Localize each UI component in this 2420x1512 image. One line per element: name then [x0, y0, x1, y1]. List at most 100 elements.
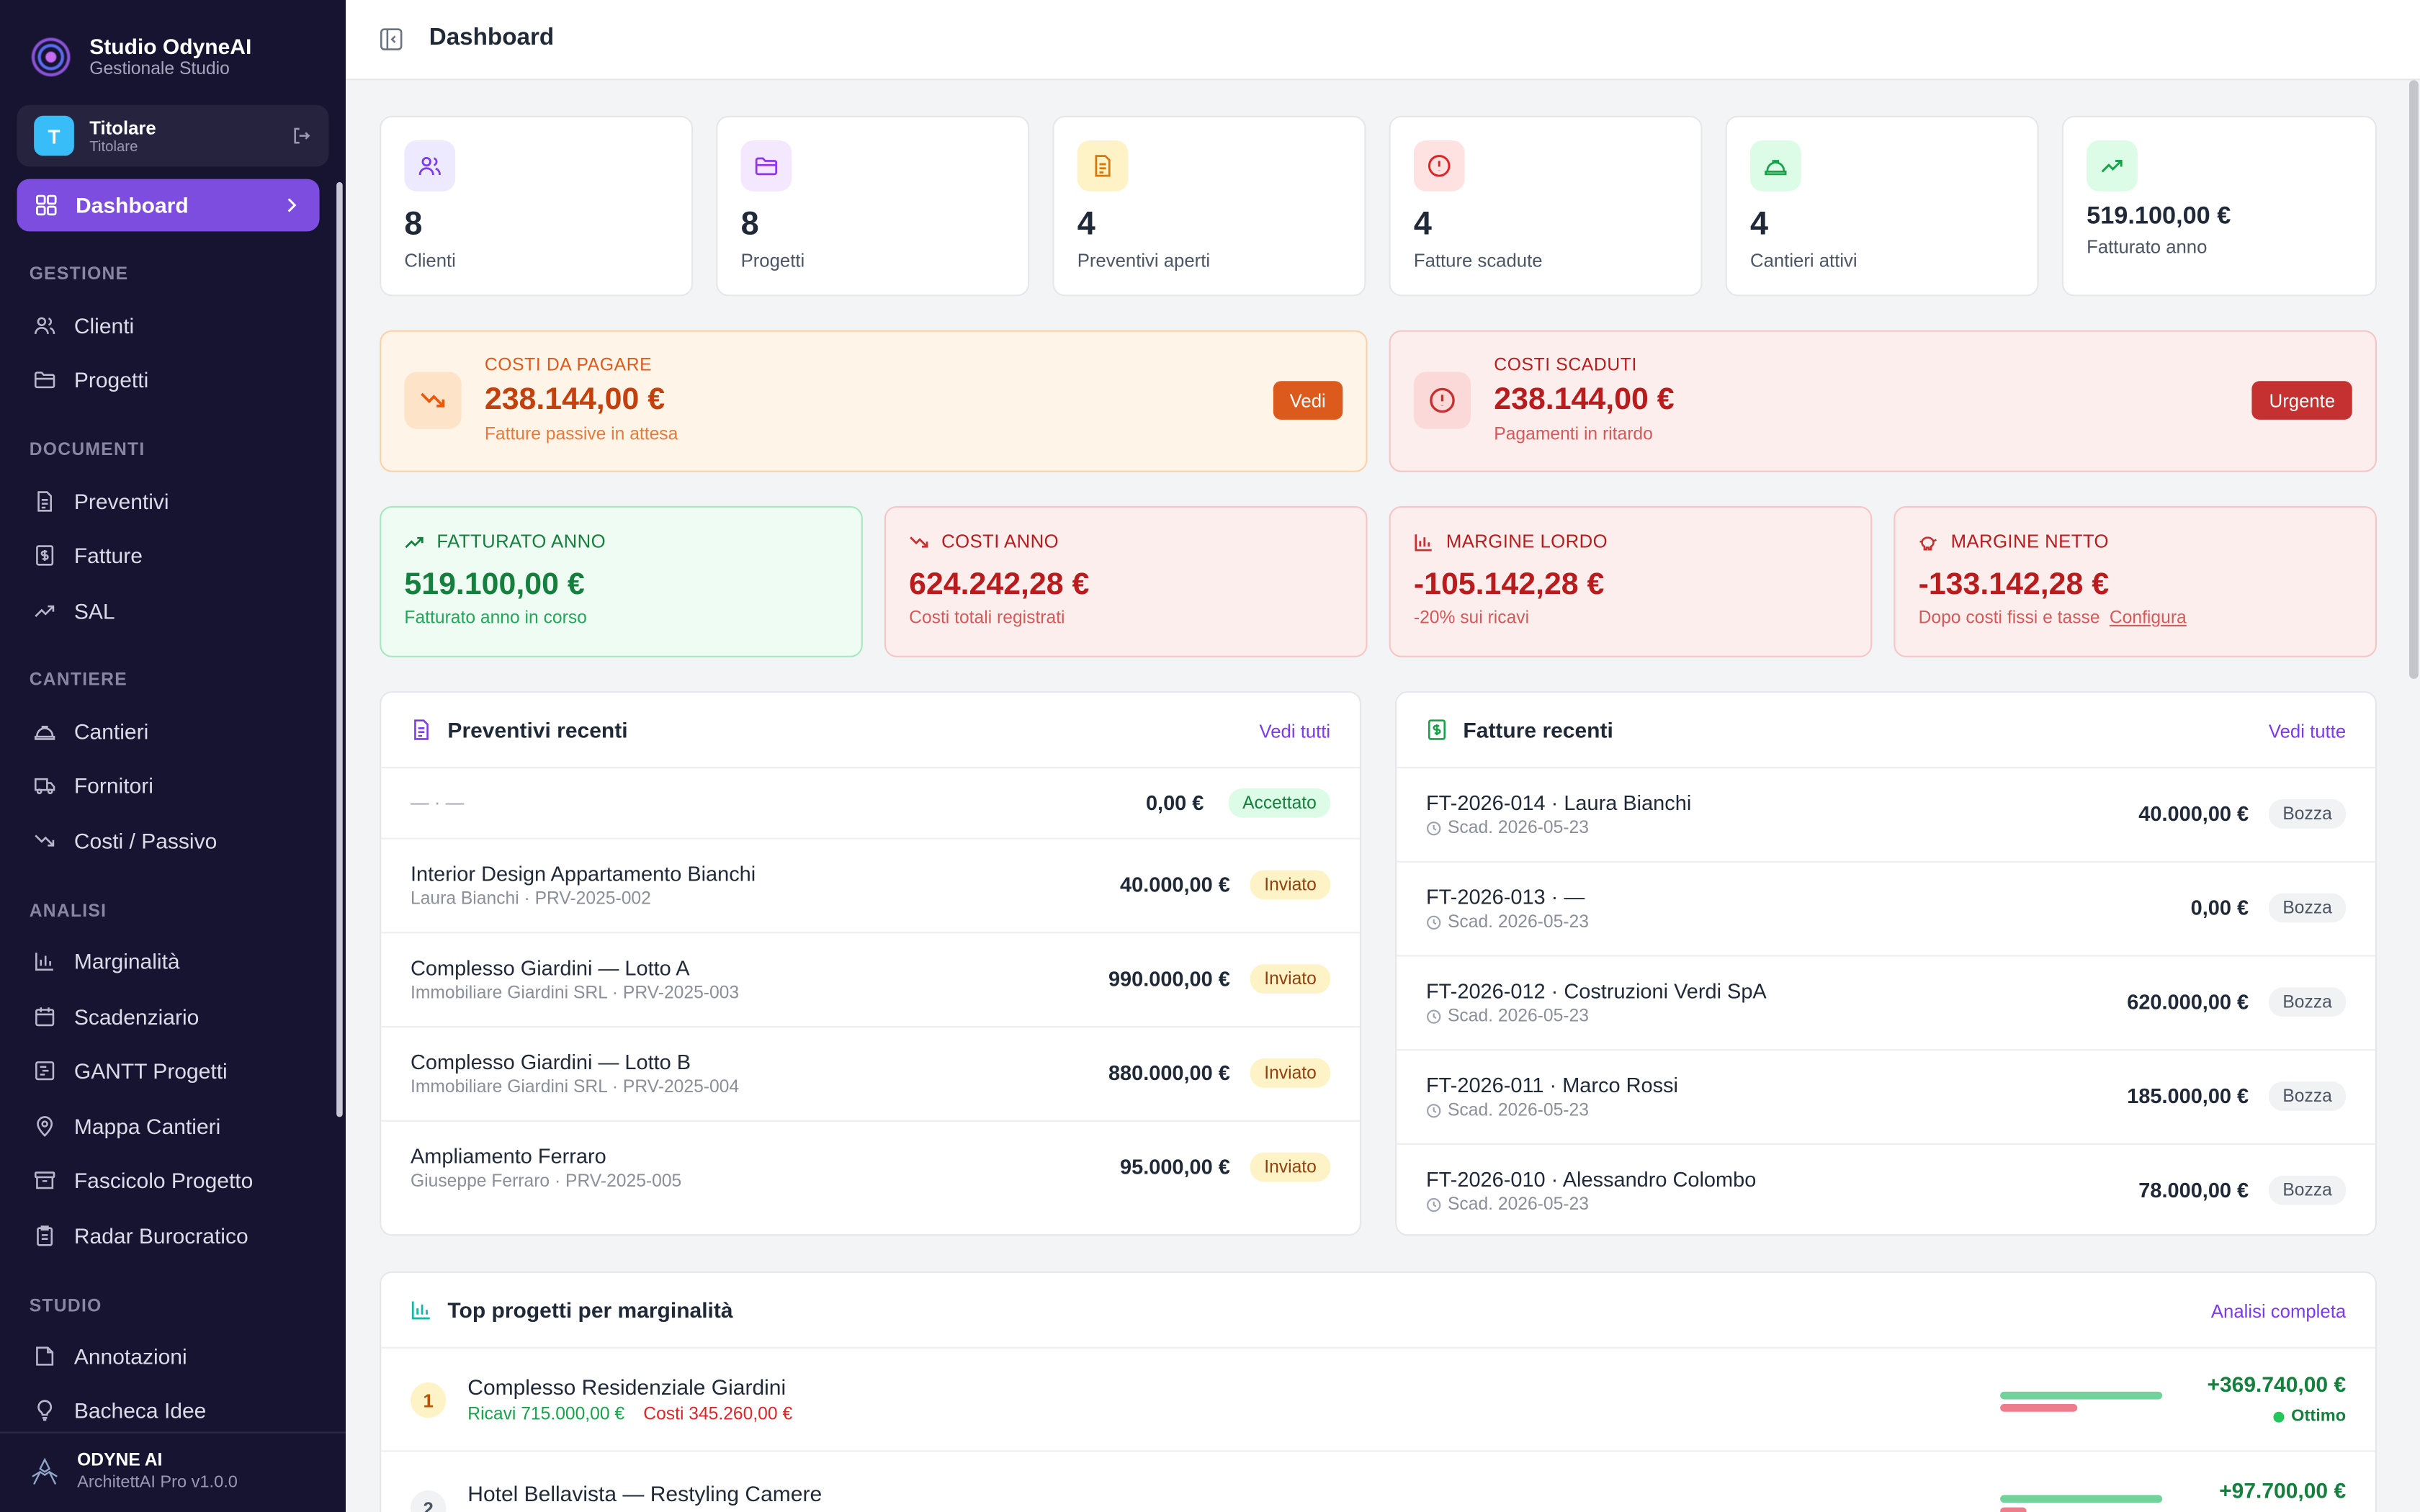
vedi-button[interactable]: Vedi — [1273, 381, 1343, 420]
trending-up-icon — [35, 605, 55, 617]
list-item[interactable]: Complesso Giardini — Lotto A Immobiliare… — [381, 933, 1360, 1028]
stat-label: Fatture scadute — [1413, 250, 1543, 272]
stat-card-fatture-scadute[interactable]: 4 Fatture scadute — [1389, 115, 1703, 297]
sidebar-item-fatture[interactable]: Fatture — [34, 540, 143, 571]
sidebar-item-fornitori[interactable]: Fornitori — [34, 770, 153, 801]
sidebar-item-sal[interactable]: SAL — [34, 595, 115, 626]
kpi-title: MARGINE LORDO — [1446, 531, 1608, 553]
preventivo-amount: 990.000,00 € — [1108, 967, 1230, 991]
sidebar-item-mappa[interactable]: Mappa Cantieri — [34, 1111, 220, 1142]
section-documenti: DOCUMENTI — [29, 441, 145, 460]
sidebar-item-dashboard[interactable]: Dashboard — [17, 179, 320, 232]
sidebar-item-costi[interactable]: Costi / Passivo — [34, 825, 217, 856]
preventivo-amount: 40.000,00 € — [1120, 873, 1230, 896]
sidebar-item-marginalita[interactable]: Marginalità — [34, 946, 180, 977]
dashboard-icon — [36, 194, 57, 216]
alert-costi-scaduti: COSTI SCADUTI 238.144,00 € Pagamenti in … — [1389, 330, 2377, 472]
preventivo-title: — · — — [411, 791, 465, 814]
sidebar-toggle-icon[interactable] — [380, 28, 403, 51]
sidebar-item-fascicolo[interactable]: Fascicolo Progetto — [34, 1165, 253, 1196]
list-item[interactable]: — · — 0,00 € Accettato — [381, 768, 1360, 840]
section-studio: STUDIO — [29, 1297, 102, 1316]
status-badge: Bozza — [2269, 1081, 2347, 1111]
sidebar-item-label: Fascicolo Progetto — [73, 1168, 254, 1193]
vedi-tutte-link[interactable]: Vedi tutte — [2268, 720, 2347, 742]
brand[interactable]: Studio OdyneAI Gestionale Studio — [30, 34, 251, 80]
preventivo-subtitle: Giuseppe Ferraro · PRV-2025-005 — [411, 1172, 682, 1192]
list-item[interactable]: FT-2026-014 · Laura Bianchi Scad. 2026-0… — [1397, 768, 2375, 863]
main-scrollbar[interactable] — [2409, 80, 2419, 679]
list-item[interactable]: FT-2026-012 · Costruzioni Verdi SpA Scad… — [1397, 957, 2375, 1051]
map-pin-icon — [37, 1116, 53, 1137]
stat-label: Preventivi aperti — [1077, 250, 1211, 272]
gantt-icon — [35, 1061, 55, 1081]
clock-icon — [1427, 1104, 1441, 1118]
list-item[interactable]: Interior Design Appartamento Bianchi Lau… — [381, 840, 1360, 934]
sidebar-item-bacheca[interactable]: Bacheca Idee — [34, 1395, 206, 1426]
status-badge: Inviato — [1250, 1152, 1331, 1182]
alert-value: 238.144,00 € — [1494, 382, 1675, 417]
stat-card-progetti[interactable]: 8 Progetti — [716, 115, 1030, 297]
list-item[interactable]: Complesso Giardini — Lotto B Immobiliare… — [381, 1027, 1360, 1122]
status-badge: Accettato — [1228, 788, 1331, 818]
note-icon — [36, 1346, 54, 1366]
list-item[interactable]: 2 Hotel Bellavista — Restyling Camere +9… — [381, 1452, 2375, 1512]
stat-card-preventivi[interactable]: 4 Preventivi aperti — [1052, 115, 1366, 297]
stat-card-clienti[interactable]: 8 Clienti — [380, 115, 694, 297]
clock-icon — [1427, 1197, 1441, 1212]
analisi-completa-link[interactable]: Analisi completa — [2210, 1300, 2347, 1323]
trending-up-icon — [405, 536, 424, 548]
preventivo-title: Complesso Giardini — Lotto A — [411, 956, 690, 980]
fattura-amount: 40.000,00 € — [2138, 802, 2249, 826]
fattura-title: FT-2026-011 · Marco Rossi — [1425, 1074, 1678, 1097]
sidebar-item-radar[interactable]: Radar Burocratico — [34, 1220, 248, 1251]
kpi-title: COSTI ANNO — [941, 531, 1059, 553]
sidebar-item-preventivi[interactable]: Preventivi — [34, 486, 169, 517]
document-icon — [414, 719, 429, 740]
trending-down-icon — [35, 834, 55, 847]
user-card[interactable]: T Titolare Titolare — [17, 104, 329, 167]
stat-card-fatturato[interactable]: 519.100,00 € Fatturato anno — [2061, 115, 2377, 297]
odyne-logo-icon — [32, 1457, 58, 1484]
footer-version: ArchitettAI Pro v1.0.0 — [77, 1473, 238, 1493]
sidebar-item-annotazioni[interactable]: Annotazioni — [34, 1341, 187, 1372]
kpi-value: -133.142,28 € — [1918, 567, 2110, 602]
list-item[interactable]: 1 Complesso Residenziale Giardini Ricavi… — [381, 1349, 2375, 1452]
sidebar-item-label: SAL — [73, 598, 115, 624]
progetto-margin: +369.740,00 € — [2207, 1372, 2347, 1397]
fattura-title: FT-2026-014 · Laura Bianchi — [1425, 791, 1692, 815]
preventivo-amount: 95.000,00 € — [1120, 1156, 1230, 1179]
sidebar-item-clienti[interactable]: Clienti — [34, 310, 134, 341]
users-icon — [34, 317, 55, 335]
logout-icon[interactable] — [292, 127, 310, 145]
list-item[interactable]: Ampliamento Ferraro Giuseppe Ferraro · P… — [381, 1122, 1360, 1216]
sidebar-item-label: Clienti — [73, 313, 135, 338]
piggy-bank-icon — [1919, 536, 1937, 550]
vedi-tutti-link[interactable]: Vedi tutti — [1259, 720, 1331, 742]
list-item[interactable]: FT-2026-010 · Alessandro Colombo Scad. 2… — [1397, 1145, 2375, 1236]
sidebar-item-cantieri[interactable]: Cantieri — [34, 716, 148, 747]
urgente-button[interactable]: Urgente — [2252, 381, 2352, 420]
kpi-title: MARGINE NETTO — [1950, 531, 2109, 553]
stat-card-cantieri[interactable]: 4 Cantieri attivi — [1725, 115, 2039, 297]
topbar: Dashboard — [346, 0, 2420, 81]
preventivo-amount: 880.000,00 € — [1108, 1061, 1230, 1085]
fattura-amount: 185.000,00 € — [2127, 1084, 2249, 1108]
sidebar-scrollbar[interactable] — [336, 181, 343, 1117]
sidebar-item-scadenziario[interactable]: Scadenziario — [34, 1002, 199, 1032]
configura-link[interactable]: Configura — [2109, 609, 2187, 629]
preventivo-title: Complesso Giardini — Lotto B — [411, 1050, 691, 1074]
preventivo-title: Ampliamento Ferraro — [411, 1145, 606, 1169]
alert-circle-icon — [1428, 155, 1451, 177]
list-item[interactable]: FT-2026-011 · Marco Rossi Scad. 2026-05-… — [1397, 1050, 2375, 1145]
preventivo-amount: 0,00 € — [1145, 791, 1204, 815]
sidebar-item-gantt[interactable]: GANTT Progetti — [34, 1056, 228, 1086]
lightbulb-icon — [37, 1400, 53, 1421]
sidebar-item-progetti[interactable]: Progetti — [34, 364, 148, 395]
progetto-margin: +97.700,00 € — [2219, 1477, 2347, 1503]
progetto-costi: Costi 345.260,00 € — [643, 1405, 793, 1424]
cost-bar — [2000, 1403, 2078, 1412]
kpi-fatturato-anno: FATTURATO ANNO 519.100,00 € Fatturato an… — [380, 505, 863, 657]
list-item[interactable]: FT-2026-013 · — Scad. 2026-05-23 0,00 € … — [1397, 863, 2375, 957]
bar-chart-icon — [411, 1301, 430, 1320]
